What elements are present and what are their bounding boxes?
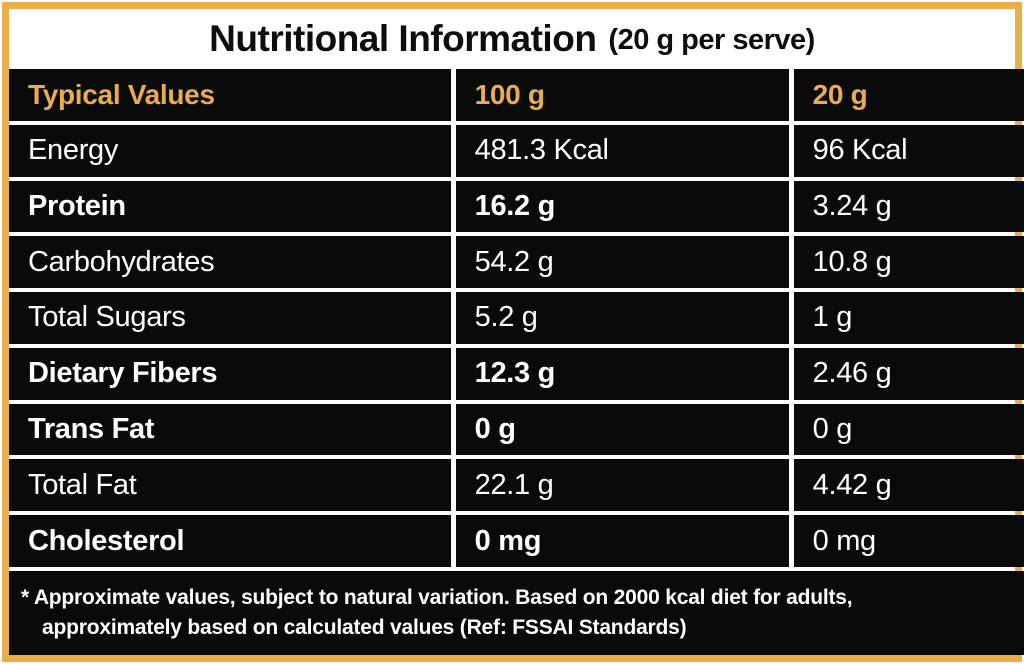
row-label-carbohydrates: Carbohydrates xyxy=(9,236,451,289)
value-20g-cholesterol: 0 mg xyxy=(793,515,1024,567)
row-label-dietary-fibers: Dietary Fibers xyxy=(9,347,451,400)
value-100g-trans-fat: 0 g xyxy=(455,403,789,456)
col-header-20g: 20 g xyxy=(793,69,1024,121)
value-20g-dietary-fibers: 2.46 g xyxy=(793,347,1024,400)
row-label-energy: Energy xyxy=(9,124,451,177)
nutrition-table: Typical Values 100 g 20 g Energy 481.3 K… xyxy=(9,69,1024,655)
value-20g-protein: 3.24 g xyxy=(793,180,1024,233)
row-label-protein: Protein xyxy=(9,180,451,233)
value-20g-total-sugars: 1 g xyxy=(793,292,1024,344)
value-100g-energy: 481.3 Kcal xyxy=(455,124,789,177)
serving-size-note: (20 g per serve) xyxy=(608,24,815,56)
row-label-cholesterol: Cholesterol xyxy=(9,515,451,567)
col-header-typical-values: Typical Values xyxy=(9,69,451,121)
value-100g-cholesterol: 0 mg xyxy=(455,515,789,567)
col-header-100g: 100 g xyxy=(455,69,789,121)
value-100g-total-sugars: 5.2 g xyxy=(455,292,789,344)
row-label-total-sugars: Total Sugars xyxy=(9,292,451,344)
value-100g-protein: 16.2 g xyxy=(455,180,789,233)
row-label-trans-fat: Trans Fat xyxy=(9,403,451,456)
footnote-line-1: * Approximate values, subject to natural… xyxy=(21,586,853,609)
value-100g-dietary-fibers: 12.3 g xyxy=(455,347,789,400)
row-label-total-fat: Total Fat xyxy=(9,459,451,512)
footnote: * Approximate values, subject to natural… xyxy=(9,571,1024,655)
value-20g-carbohydrates: 10.8 g xyxy=(793,236,1024,289)
value-100g-total-fat: 22.1 g xyxy=(455,459,789,512)
footnote-line-2: approximately based on calculated values… xyxy=(42,615,687,639)
value-20g-trans-fat: 0 g xyxy=(793,403,1024,456)
value-20g-total-fat: 4.42 g xyxy=(793,459,1024,512)
title-band: Nutritional Information (20 g per serve) xyxy=(9,9,1015,69)
value-20g-energy: 96 Kcal xyxy=(793,124,1024,177)
page-title: Nutritional Information xyxy=(209,18,597,59)
value-100g-carbohydrates: 54.2 g xyxy=(455,236,789,289)
